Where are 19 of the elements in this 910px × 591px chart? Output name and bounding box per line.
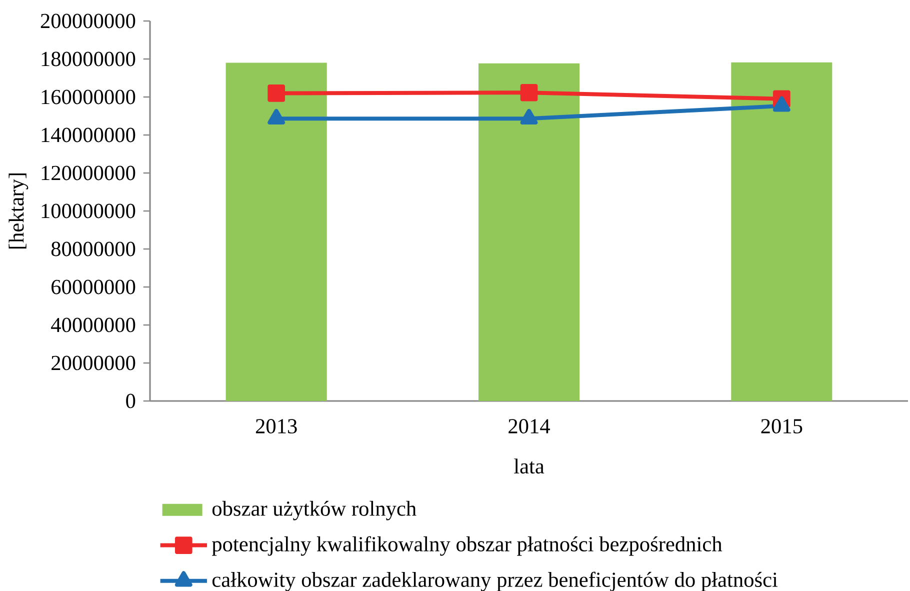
y-axis-title: [hektary] — [8, 173, 28, 248]
y-tick-label: 40000000 — [51, 318, 136, 332]
y-tick-label: 60000000 — [52, 280, 136, 294]
y-tick-label: 140000000 — [42, 128, 136, 142]
y-tick-label: 20000000 — [52, 356, 136, 370]
y-tick-label: 120000000 — [42, 166, 136, 180]
x-tick-label: 2015 — [761, 419, 802, 434]
x-axis-title: lata — [514, 458, 544, 474]
y-tick-label: 180000000 — [42, 52, 136, 66]
legend-label: potencjalny kwalifikowalny obszar płatności bezpośrednich — [212, 536, 722, 556]
y-tick-label: 200000000 — [40, 14, 136, 28]
y-tick-label: 80000000 — [51, 242, 136, 256]
y-tick-label: 100000000 — [42, 204, 136, 218]
y-tick-label: 160000000 — [42, 90, 136, 104]
legend-label: całkowity obszar zadeklarowany przez beneficjentów do płatności — [212, 572, 778, 591]
x-tick-label: 2013 — [256, 419, 297, 434]
legend-label: obszar użytków rolnych — [212, 500, 416, 520]
y-tick-label: 0 — [126, 394, 136, 408]
x-tick-label: 2014 — [508, 419, 550, 434]
